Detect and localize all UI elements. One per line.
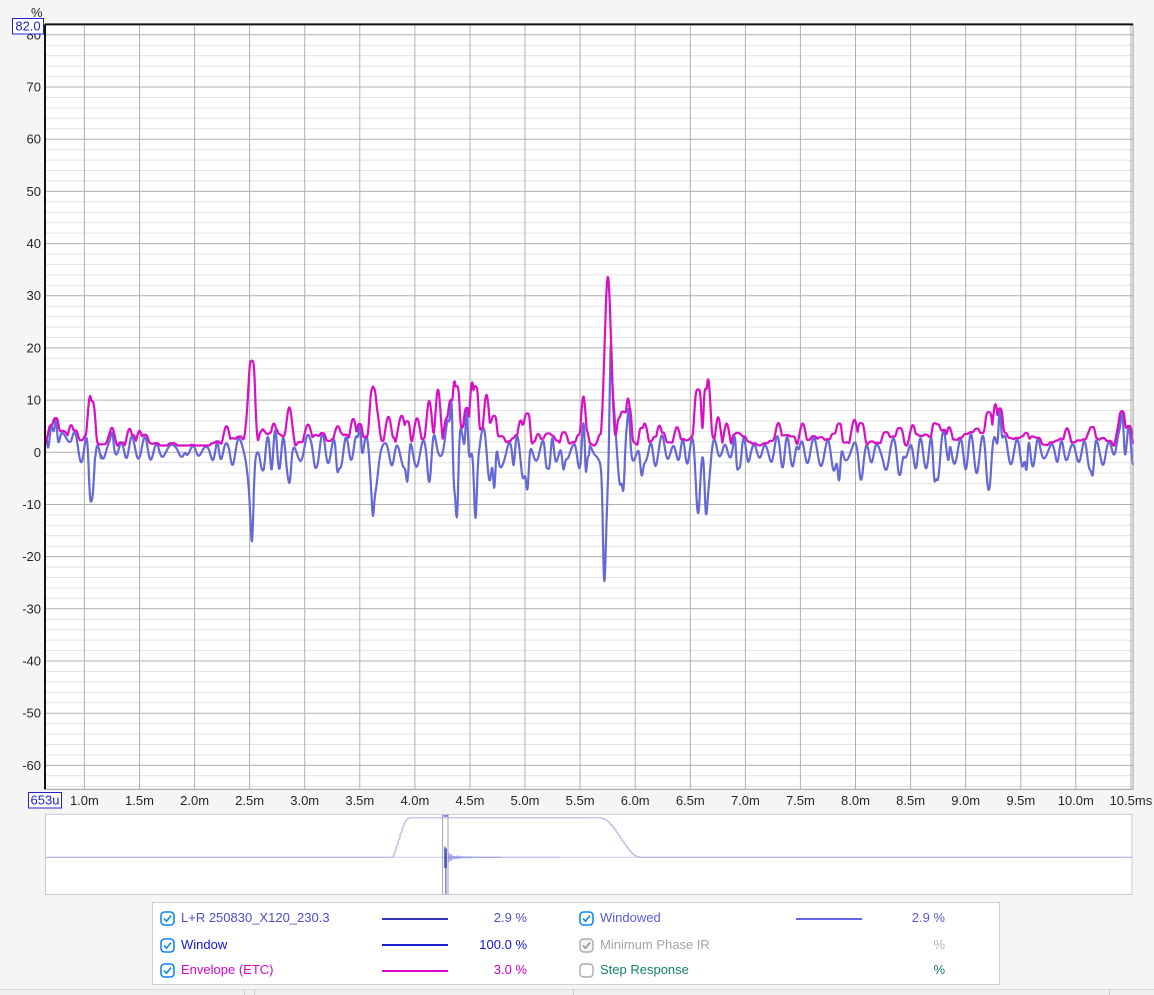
svg-text:3.5m: 3.5m (345, 793, 374, 808)
svg-text:-20: -20 (22, 549, 41, 564)
svg-text:2.5m: 2.5m (235, 793, 264, 808)
svg-text:-30: -30 (22, 601, 41, 616)
svg-text:50: 50 (27, 184, 41, 199)
svg-text:9.5m: 9.5m (1006, 793, 1035, 808)
svg-text:3.0m: 3.0m (290, 793, 319, 808)
svg-text:6.5m: 6.5m (676, 793, 705, 808)
svg-text:-40: -40 (22, 654, 41, 669)
svg-text:0: 0 (34, 445, 41, 460)
svg-text:8.0m: 8.0m (841, 793, 870, 808)
svg-text:9.0m: 9.0m (951, 793, 980, 808)
svg-text:2.0m: 2.0m (180, 793, 209, 808)
svg-text:5.0m: 5.0m (511, 793, 540, 808)
svg-text:60: 60 (27, 132, 41, 147)
svg-text:7.0m: 7.0m (731, 793, 760, 808)
svg-text:10: 10 (27, 393, 41, 408)
svg-text:-60: -60 (22, 758, 41, 773)
svg-text:-10: -10 (22, 497, 41, 512)
svg-text:82.0: 82.0 (15, 19, 40, 34)
svg-text:4.5m: 4.5m (456, 793, 485, 808)
svg-text:40: 40 (27, 236, 41, 251)
svg-text:-50: -50 (22, 706, 41, 721)
svg-text:5.5m: 5.5m (566, 793, 595, 808)
svg-text:10.5ms: 10.5ms (1110, 793, 1153, 808)
svg-text:1.0m: 1.0m (70, 793, 99, 808)
svg-text:%: % (31, 5, 43, 20)
svg-text:1.5m: 1.5m (125, 793, 154, 808)
svg-text:30: 30 (27, 288, 41, 303)
svg-text:6.0m: 6.0m (621, 793, 650, 808)
svg-text:70: 70 (27, 80, 41, 95)
svg-text:7.5m: 7.5m (786, 793, 815, 808)
svg-text:20: 20 (27, 340, 41, 355)
svg-text:10.0m: 10.0m (1058, 793, 1094, 808)
svg-text:8.5m: 8.5m (896, 793, 925, 808)
svg-text:4.0m: 4.0m (400, 793, 429, 808)
svg-text:653u: 653u (31, 793, 60, 808)
